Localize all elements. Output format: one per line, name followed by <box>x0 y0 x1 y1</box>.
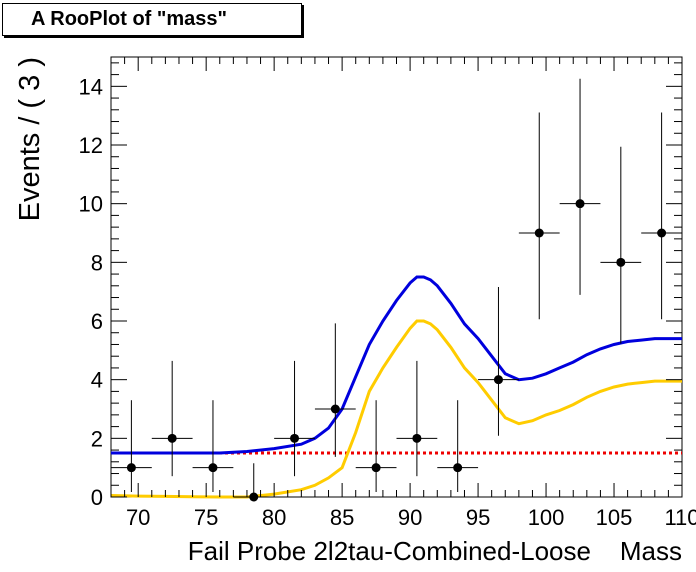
axis-layer: 70 75 80 85 90 95 100 105 110 0 2 4 6 8 10 12 14 <box>79 57 696 530</box>
data-point <box>657 228 667 238</box>
y-tick-label: 0 <box>91 485 103 510</box>
x-tick-label: 95 <box>466 505 490 530</box>
x-tick-label: 85 <box>330 505 354 530</box>
data-point <box>534 228 544 238</box>
series-layer <box>110 78 682 502</box>
data-point <box>412 433 422 443</box>
signal-pdf-curve <box>110 319 682 499</box>
x-tick-label: 75 <box>194 505 218 530</box>
data-point <box>493 375 503 385</box>
plot-frame-group <box>110 56 683 498</box>
y-tick-label: 10 <box>79 192 103 217</box>
plot-frame <box>110 56 683 498</box>
data-point <box>249 492 259 502</box>
data-point <box>330 404 340 414</box>
data-point <box>453 463 463 473</box>
data-point <box>371 463 381 473</box>
x-tick-label: 80 <box>262 505 286 530</box>
data-point <box>208 463 218 473</box>
y-tick-label: 4 <box>91 368 103 393</box>
y-axis-label: Events / ( 3 ) <box>14 57 46 221</box>
y-tick-label: 6 <box>91 309 103 334</box>
x-tick-label: 105 <box>596 505 633 530</box>
data-point <box>616 257 626 267</box>
total-pdf-curve <box>111 275 682 455</box>
data-point <box>575 199 585 209</box>
y-tick-label: 2 <box>91 426 103 451</box>
x-tick-label: 110 <box>664 505 696 530</box>
x-tick-label: 70 <box>126 505 150 530</box>
data-point <box>167 433 177 443</box>
data-point <box>290 433 300 443</box>
y-tick-label: 8 <box>91 250 103 275</box>
x-axis-label: Fail Probe 2l2tau-Combined-Loose Mass <box>188 536 682 566</box>
y-tick-label: 14 <box>79 74 103 99</box>
data-point <box>126 463 136 473</box>
x-tick-label: 90 <box>398 505 422 530</box>
plot-title: A RooPlot of "mass" <box>2 3 302 36</box>
y-tick-label: 12 <box>79 133 103 158</box>
x-tick-label: 100 <box>528 505 565 530</box>
